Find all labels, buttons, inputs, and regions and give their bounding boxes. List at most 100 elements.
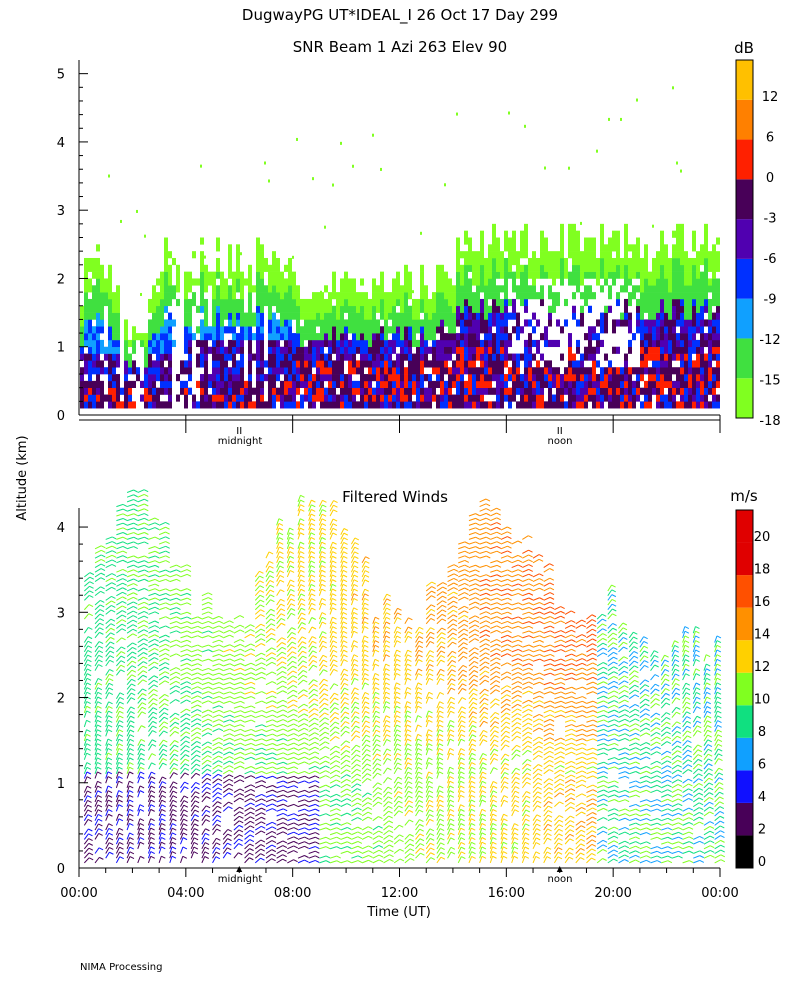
wind-barb bbox=[158, 703, 165, 709]
snr-cell bbox=[352, 346, 356, 354]
snr-cell bbox=[676, 374, 680, 382]
snr-cell bbox=[400, 346, 404, 354]
snr-cell bbox=[616, 230, 620, 238]
wind-barb-flag bbox=[164, 698, 169, 702]
snr-cell bbox=[696, 401, 700, 409]
snr-cell bbox=[556, 257, 560, 266]
snr-cell bbox=[212, 326, 216, 334]
wind-barb bbox=[158, 639, 166, 644]
wind-barb bbox=[169, 564, 177, 569]
wind-barb-flag bbox=[218, 769, 223, 773]
wind-barb-flag bbox=[271, 849, 276, 853]
wind-barb bbox=[201, 764, 208, 770]
snr-cell bbox=[648, 271, 652, 279]
snr-cell bbox=[604, 367, 608, 375]
snr-cell bbox=[660, 305, 664, 313]
snr-cell bbox=[364, 292, 368, 300]
snr-cell bbox=[568, 278, 572, 286]
snr-cell bbox=[80, 319, 84, 327]
snr-cell bbox=[124, 394, 128, 402]
snr-cell bbox=[496, 251, 500, 259]
snr-cell bbox=[356, 360, 360, 368]
wind-barb-flag bbox=[194, 795, 200, 799]
wind-barb bbox=[105, 832, 110, 840]
snr-cell bbox=[428, 305, 432, 313]
wind-barb bbox=[212, 625, 220, 629]
snr-cell bbox=[240, 401, 244, 409]
snr-cell bbox=[480, 278, 484, 286]
snr-cell bbox=[716, 285, 720, 293]
snr-cell bbox=[656, 264, 660, 272]
snr-cell bbox=[588, 244, 592, 252]
wind-barb bbox=[244, 677, 252, 681]
wind-barb bbox=[255, 757, 263, 761]
snr-cell bbox=[308, 353, 312, 361]
wind-barb bbox=[94, 590, 101, 597]
snr-cell bbox=[128, 367, 132, 375]
snr-cell bbox=[184, 339, 188, 348]
wind-barb-flag bbox=[218, 630, 224, 634]
wind-barb-flag bbox=[122, 541, 128, 545]
wind-barb-flag bbox=[176, 574, 181, 578]
wind-barb-flag bbox=[261, 657, 266, 661]
snr-cell bbox=[420, 346, 424, 354]
wind-barb-flag bbox=[118, 776, 123, 779]
snr-cell bbox=[708, 264, 712, 272]
snr-cell bbox=[412, 387, 416, 395]
snr-cell bbox=[488, 292, 492, 300]
wind-barb bbox=[180, 772, 186, 779]
snr-cell bbox=[300, 401, 304, 409]
wind-barb-flag bbox=[218, 737, 224, 741]
snr-cell bbox=[672, 387, 676, 395]
snr-cell bbox=[368, 298, 372, 307]
wind-barb-flag bbox=[133, 532, 138, 536]
wind-barb-flag bbox=[260, 825, 266, 829]
snr-cell bbox=[112, 394, 116, 402]
wind-barb bbox=[265, 840, 273, 845]
snr-cell bbox=[692, 387, 696, 395]
wind-barb bbox=[255, 643, 262, 648]
wind-barb bbox=[116, 591, 123, 597]
wind-barb-flag bbox=[165, 555, 170, 559]
wind-barb-flag bbox=[162, 762, 167, 766]
snr-cell bbox=[468, 257, 472, 266]
snr-cell bbox=[260, 374, 264, 382]
wind-barb bbox=[137, 642, 144, 648]
snr-cell bbox=[408, 271, 412, 279]
snr-cell bbox=[700, 326, 704, 334]
snr-cell bbox=[512, 394, 516, 402]
snr-cell bbox=[340, 141, 342, 145]
snr-cell bbox=[340, 305, 344, 313]
wind-barb bbox=[212, 755, 219, 761]
wind-barb bbox=[191, 644, 198, 648]
wind-barb-flag bbox=[186, 694, 191, 698]
wind-barb-flag bbox=[176, 616, 181, 620]
wind-barb bbox=[105, 600, 112, 606]
snr-cell bbox=[268, 367, 272, 375]
wind-barb bbox=[115, 734, 120, 742]
snr-cell bbox=[160, 305, 164, 313]
snr-cell bbox=[500, 305, 504, 313]
snr-cell bbox=[216, 237, 220, 245]
wind-barb bbox=[212, 741, 219, 747]
snr-cell bbox=[312, 380, 316, 388]
snr-cell bbox=[128, 380, 132, 388]
wind-barb-flag bbox=[131, 669, 137, 673]
snr-cell bbox=[520, 374, 524, 382]
wind-barb-flag bbox=[250, 633, 255, 637]
wind-barb bbox=[94, 554, 102, 559]
wind-barb-flag bbox=[96, 747, 102, 751]
wind-barb bbox=[244, 848, 250, 854]
snr-cell bbox=[228, 292, 232, 300]
wind-barb-flag bbox=[218, 658, 224, 662]
snr-cell bbox=[568, 223, 572, 231]
snr-cell bbox=[628, 319, 632, 327]
wind-barb bbox=[105, 683, 110, 690]
wind-barb-flag bbox=[98, 641, 104, 644]
snr-cell bbox=[336, 326, 340, 334]
snr-cell bbox=[484, 387, 488, 395]
snr-cell bbox=[352, 333, 356, 341]
wind-barb-flag bbox=[228, 774, 234, 778]
wind-barb-flag bbox=[260, 853, 265, 857]
snr-cell bbox=[212, 360, 216, 368]
